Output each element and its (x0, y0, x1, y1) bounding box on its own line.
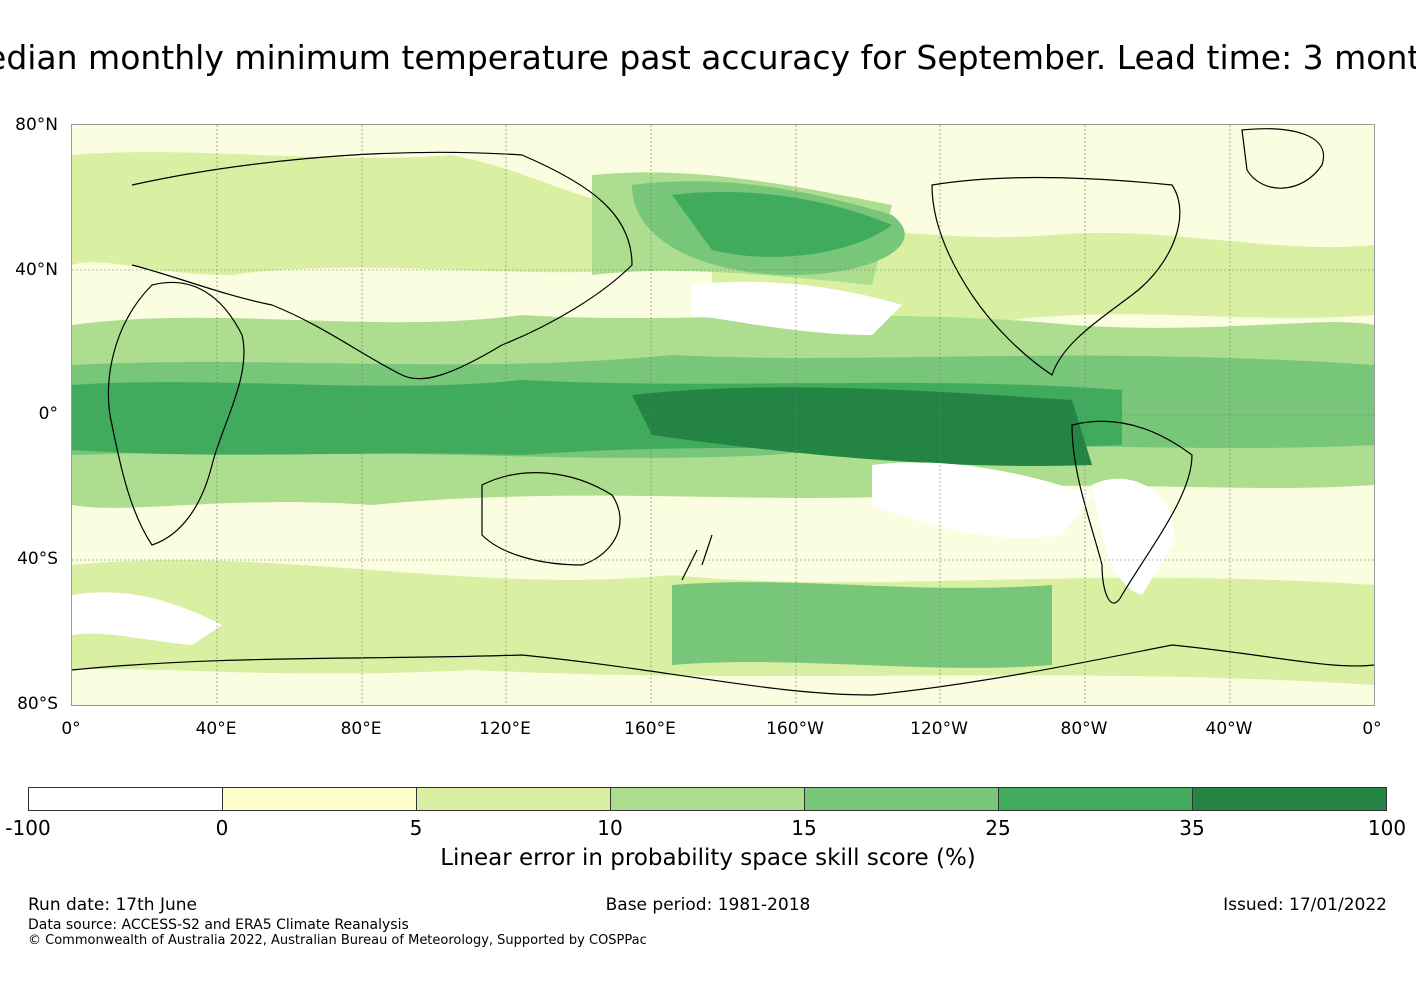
colorbar-tick: 10 (597, 816, 623, 840)
skill-score-map (71, 124, 1375, 706)
skill-field (72, 152, 1374, 685)
lon-label-80w: 80°W (1060, 719, 1108, 739)
lon-label-40e: 40°E (195, 719, 237, 739)
colorbar-swatch (223, 788, 417, 810)
colorbar-tick: -100 (5, 816, 51, 840)
skill-patch-white-1 (872, 462, 1092, 538)
colorbar-swatch (417, 788, 611, 810)
colorbar-swatch (805, 788, 999, 810)
colorbar-tick: 100 (1367, 816, 1407, 840)
skill-patch-white-4 (692, 281, 902, 335)
skill-patch-light-1 (72, 152, 672, 275)
gridlines (72, 125, 1374, 705)
coastline-new-zealand (681, 534, 713, 581)
lon-label-40w: 40°W (1205, 719, 1253, 739)
coastline-north-america (931, 176, 1181, 376)
coastline-europe-asia (131, 151, 633, 380)
lon-label-120w: 120°W (910, 719, 968, 739)
colorbar-swatch (999, 788, 1193, 810)
coastline-australia (481, 472, 621, 566)
lon-label-120e: 120°E (479, 719, 531, 739)
lat-label-80s: 80°S (17, 694, 58, 714)
lat-label-40s: 40°S (17, 549, 58, 569)
base-period: Base period: 1981-2018 (605, 895, 811, 915)
copyright: © Commonwealth of Australia 2022, Austra… (28, 933, 647, 948)
coastline-africa (107, 281, 245, 546)
colorbar-tick: 0 (215, 816, 229, 840)
skill-patch-white-3 (72, 592, 222, 645)
lat-label-equator: 0° (38, 404, 58, 424)
lon-label-160e: 160°E (624, 719, 676, 739)
coastline-south-america (1071, 420, 1193, 604)
issued-date: Issued: 17/01/2022 (1223, 895, 1387, 915)
colorbar-tick: 15 (791, 816, 817, 840)
colorbar-tick: 5 (409, 816, 423, 840)
lon-label-0: 0° (61, 719, 81, 739)
colorbar-tick: 35 (1179, 816, 1205, 840)
skill-patch-white-2 (1092, 478, 1174, 595)
colorbar-swatch (611, 788, 805, 810)
skill-patch-med-3 (672, 582, 1052, 668)
colorbar (28, 787, 1387, 811)
skill-patch-darkest (632, 387, 1092, 466)
coastlines (72, 128, 1374, 696)
colorbar-swatch (29, 788, 223, 810)
lat-label-40n: 40°N (15, 260, 58, 280)
colorbar-swatch (1193, 788, 1386, 810)
map-title: Median monthly minimum temperature past … (0, 38, 1416, 77)
data-source: Data source: ACCESS-S2 and ERA5 Climate … (28, 917, 409, 933)
coastline-greenland (1241, 128, 1325, 189)
run-date: Run date: 17th June (28, 895, 197, 915)
skill-patch-dark-2 (672, 191, 892, 257)
colorbar-label: Linear error in probability space skill … (440, 845, 976, 871)
lon-label-360: 0° (1362, 719, 1382, 739)
lon-label-160w: 160°W (766, 719, 824, 739)
colorbar-tick: 25 (985, 816, 1011, 840)
lat-label-80n: 80°N (15, 115, 58, 135)
lon-label-80e: 80°E (340, 719, 382, 739)
coastline-antarctica (72, 644, 1374, 696)
